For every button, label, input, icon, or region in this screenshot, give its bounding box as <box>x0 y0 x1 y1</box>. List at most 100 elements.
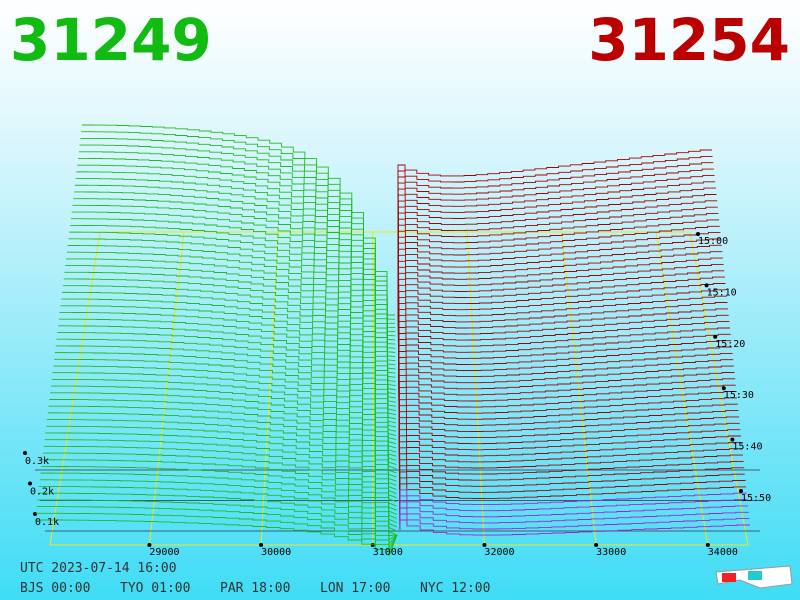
time-tick <box>730 437 735 442</box>
ask-depth-line <box>398 410 739 473</box>
depth-tick <box>28 481 32 486</box>
ask-depth-line <box>397 155 713 300</box>
ask-depth-line <box>398 251 723 365</box>
ask-depth-line <box>398 302 728 399</box>
bid-depth-line <box>37 499 398 545</box>
bid-depth-line <box>72 204 396 366</box>
ask-depth-line <box>398 244 722 360</box>
bid-depth-line <box>81 131 396 320</box>
bid-depth-line <box>74 191 396 357</box>
price-tick <box>705 543 710 547</box>
city-clock: LON 17:00 <box>320 581 390 596</box>
ask-depth-line <box>398 391 737 460</box>
bid-depth-line <box>47 412 397 494</box>
ask-depth-line <box>397 219 720 343</box>
ask-depth-line <box>399 519 750 536</box>
ask-depth-line <box>399 483 747 525</box>
bid-depth-line <box>60 305 397 428</box>
ask-depth-line <box>398 263 724 373</box>
ask-depth-line <box>399 441 742 494</box>
ask-depth-line <box>399 513 750 530</box>
ask-depth-line <box>399 422 740 481</box>
bid-depth-line <box>42 459 397 524</box>
time-tick-label: 15:10 <box>707 287 737 298</box>
time-tick <box>696 232 700 236</box>
ask-depth-line <box>398 372 735 447</box>
bid-depth-line <box>38 492 398 541</box>
ask-depth-line <box>397 162 714 304</box>
bid-depth-line <box>66 258 396 399</box>
ask-depth-line <box>398 333 731 421</box>
time-tick-label: 15:00 <box>698 236 728 247</box>
bid-depth-line <box>68 238 396 387</box>
ask-depth-line <box>399 495 748 530</box>
ask-depth-line <box>397 187 716 321</box>
ask-depth-line <box>397 168 714 308</box>
time-tick-label: 15:40 <box>732 442 762 453</box>
bid-depth-line <box>76 171 396 345</box>
price-tick-label: 32000 <box>484 547 514 558</box>
bid-depth-line <box>48 405 397 490</box>
price-tick-label: 34000 <box>708 547 738 558</box>
price-tick-label: 29000 <box>149 547 179 558</box>
ask-depth-line <box>398 238 721 356</box>
bid-depth-line <box>45 432 397 507</box>
ask-depth-line <box>398 365 734 442</box>
ask-depth-line <box>399 507 749 530</box>
ask-depth-line <box>399 459 744 507</box>
bid-depth-line <box>57 332 397 445</box>
depth-tick-label: 0.1k <box>35 517 59 528</box>
ask-depth-line <box>398 416 740 477</box>
price-tick <box>482 543 487 547</box>
bid-depth-line <box>80 137 396 324</box>
utc-clock: UTC 2023-07-14 16:00 <box>20 561 177 576</box>
bid-depth-line <box>36 506 398 550</box>
bid-depth-line <box>70 224 396 378</box>
depth-lines <box>35 124 750 557</box>
ask-depth-line <box>397 149 712 295</box>
ask-depth-line <box>398 257 723 369</box>
ask-depth-line <box>398 270 725 378</box>
bid-depth-line <box>44 439 397 511</box>
bid-depth-line <box>56 338 397 449</box>
bid-depth-line <box>67 245 396 391</box>
ask-depth-line <box>397 174 715 313</box>
bid-depth-line <box>63 278 396 411</box>
ask-depth-line <box>398 359 734 438</box>
ask-price: 31254 <box>588 6 790 74</box>
bid-depth-line <box>62 285 396 416</box>
price-tick-label: 31000 <box>373 547 403 558</box>
ask-depth-line <box>399 477 746 520</box>
price-tick <box>259 543 264 547</box>
bid-depth-line <box>62 291 396 420</box>
depth-tick <box>33 512 37 516</box>
time-tick-label: 15:30 <box>724 390 754 401</box>
time-tick-label: 15:50 <box>741 493 771 504</box>
time-tick <box>721 386 726 391</box>
bid-depth-line <box>69 231 396 382</box>
ask-depth-line <box>398 352 733 434</box>
ask-depth-line <box>399 465 745 512</box>
bid-depth-line <box>42 452 397 519</box>
ask-depth-line <box>397 194 717 326</box>
ask-depth-line <box>398 283 726 386</box>
bid-depth-line <box>75 178 396 349</box>
ask-depth-line <box>399 501 749 530</box>
ask-depth-line <box>397 200 718 330</box>
time-tick <box>739 489 743 493</box>
bid-depth-line <box>77 164 396 341</box>
price-tick <box>147 543 152 547</box>
bid-depth-line <box>79 144 396 328</box>
bid-depth-line <box>71 211 396 370</box>
bid-depth-line <box>54 358 397 461</box>
bid-depth-line <box>38 486 397 537</box>
bid-depth-line <box>40 472 397 532</box>
bid-depth-line <box>66 251 396 395</box>
ask-depth-line <box>397 181 716 317</box>
bid-depth-line <box>70 218 396 374</box>
depth-tick <box>23 451 27 455</box>
ask-depth-line <box>398 346 732 429</box>
bid-depth-line <box>58 325 397 441</box>
ask-depth-line <box>399 435 741 490</box>
